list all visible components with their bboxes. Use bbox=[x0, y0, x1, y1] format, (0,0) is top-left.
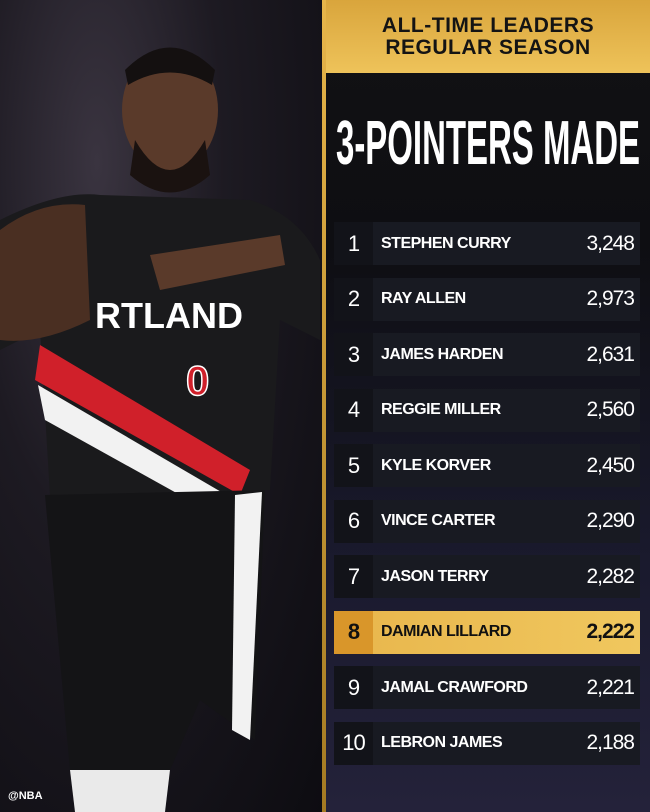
tattooed-arm bbox=[0, 204, 90, 341]
rank-text: 7 bbox=[347, 563, 360, 589]
stat-title-wrap: 3-POINTERS MADE bbox=[336, 109, 640, 178]
three-pointers-value: 2,450 bbox=[586, 454, 640, 478]
player-name-text: RAY ALLEN bbox=[381, 290, 466, 307]
leaders-panel: ALL-TIME LEADERS REGULAR SEASON 3-POINTE… bbox=[326, 0, 650, 812]
beard bbox=[130, 140, 210, 193]
player-illustration: RTLAND 0 bbox=[0, 47, 320, 812]
value-text: 2,631 bbox=[586, 342, 635, 366]
rank-text: 9 bbox=[347, 674, 360, 700]
leader-row: 9 JAMAL CRAWFORD 2,221 bbox=[334, 666, 640, 709]
value-text: 2,282 bbox=[586, 564, 635, 588]
rank-text: 3 bbox=[347, 341, 360, 367]
player-name-text: JAMAL CRAWFORD bbox=[381, 678, 528, 696]
rank-text: 10 bbox=[342, 730, 366, 755]
rank-text: 8 bbox=[347, 619, 360, 644]
player-name-text: KYLE KORVER bbox=[381, 456, 491, 474]
leader-row: 6 VINCE CARTER 2,290 bbox=[334, 499, 640, 543]
rank: 4 bbox=[334, 388, 373, 432]
three-pointers-value: 2,188 bbox=[586, 731, 640, 755]
value-text: 2,973 bbox=[586, 287, 635, 310]
three-pointers-value: 2,631 bbox=[586, 343, 640, 367]
rank: 2 bbox=[334, 277, 373, 321]
player-name: LEBRON JAMES bbox=[373, 734, 586, 752]
rank: 3 bbox=[334, 333, 373, 376]
rank-text: 1 bbox=[347, 230, 360, 256]
rank: 9 bbox=[334, 666, 373, 709]
value-text: 2,221 bbox=[586, 675, 635, 699]
player-name-text: LEBRON JAMES bbox=[381, 734, 503, 751]
player-name: VINCE CARTER bbox=[373, 512, 586, 530]
player-name-text: REGGIE MILLER bbox=[381, 401, 501, 418]
arms bbox=[150, 235, 285, 290]
player-name-text: STEPHEN CURRY bbox=[381, 234, 511, 252]
jersey-red-stripe bbox=[35, 345, 250, 495]
three-pointers-value: 2,221 bbox=[586, 676, 640, 700]
value-text: 2,290 bbox=[586, 509, 635, 532]
rank: 8 bbox=[334, 610, 373, 654]
leader-row: 7 JASON TERRY 2,282 bbox=[334, 555, 640, 598]
player-name: DAMIAN LILLARD bbox=[373, 623, 586, 641]
rank-text: 2 bbox=[347, 286, 360, 311]
jersey-white-stripe bbox=[38, 385, 235, 520]
player-name: REGGIE MILLER bbox=[373, 401, 586, 419]
rank: 7 bbox=[334, 555, 373, 598]
value-text: 2,222 bbox=[586, 620, 635, 643]
rank: 6 bbox=[334, 499, 373, 543]
leader-row: 8 DAMIAN LILLARD 2,222 bbox=[334, 610, 640, 654]
three-pointers-value: 2,560 bbox=[586, 398, 640, 422]
value-text: 2,450 bbox=[586, 453, 635, 477]
shorts bbox=[45, 490, 265, 770]
leg-sleeve bbox=[70, 770, 170, 812]
shorts-stripe bbox=[232, 492, 262, 740]
three-pointers-value: 2,973 bbox=[586, 287, 640, 311]
nba-watermark: @NBA bbox=[8, 790, 43, 802]
player-name-text: JASON TERRY bbox=[381, 567, 489, 585]
leader-row: 5 KYLE KORVER 2,450 bbox=[334, 444, 640, 487]
header-banner: ALL-TIME LEADERS REGULAR SEASON bbox=[326, 0, 650, 73]
value-text: 2,560 bbox=[586, 398, 635, 421]
three-pointers-value: 2,290 bbox=[586, 509, 640, 533]
rank: 5 bbox=[334, 444, 373, 487]
leader-row: 4 REGGIE MILLER 2,560 bbox=[334, 388, 640, 432]
player-name: JAMAL CRAWFORD bbox=[373, 679, 586, 697]
value-text: 2,188 bbox=[586, 731, 635, 754]
gold-divider bbox=[322, 0, 326, 812]
header-line-1: ALL-TIME LEADERS bbox=[381, 13, 595, 37]
header-line-2: REGULAR SEASON bbox=[385, 35, 591, 59]
three-pointers-value: 3,248 bbox=[586, 232, 640, 256]
player-photo: RTLAND 0 @NBA bbox=[0, 0, 322, 812]
stat-title: 3-POINTERS MADE bbox=[336, 109, 640, 178]
leader-row: 3 JAMES HARDEN 2,631 bbox=[334, 333, 640, 376]
rank-text: 6 bbox=[347, 508, 360, 533]
leader-row: 2 RAY ALLEN 2,973 bbox=[334, 277, 640, 321]
hair bbox=[125, 47, 215, 85]
player-name: RAY ALLEN bbox=[373, 290, 586, 308]
three-pointers-value: 2,282 bbox=[586, 565, 640, 589]
player-name: JASON TERRY bbox=[373, 568, 586, 586]
head bbox=[122, 48, 218, 172]
rank: 1 bbox=[334, 222, 373, 265]
player-name-text: DAMIAN LILLARD bbox=[381, 623, 511, 640]
player-name: JAMES HARDEN bbox=[373, 346, 586, 364]
three-pointers-value: 2,222 bbox=[586, 620, 640, 644]
rank-text: 5 bbox=[347, 452, 360, 478]
player-name: STEPHEN CURRY bbox=[373, 235, 586, 253]
player-name: KYLE KORVER bbox=[373, 457, 586, 475]
leader-row: 1 STEPHEN CURRY 3,248 bbox=[334, 222, 640, 265]
jersey-number: 0 bbox=[186, 357, 209, 404]
player-name-text: JAMES HARDEN bbox=[381, 345, 504, 363]
player-name-text: VINCE CARTER bbox=[381, 512, 496, 529]
leader-row: 10 LEBRON JAMES 2,188 bbox=[334, 721, 640, 765]
rank: 10 bbox=[334, 721, 373, 765]
rank-text: 4 bbox=[347, 397, 360, 422]
jersey-text: RTLAND bbox=[95, 295, 243, 336]
value-text: 3,248 bbox=[586, 231, 635, 255]
